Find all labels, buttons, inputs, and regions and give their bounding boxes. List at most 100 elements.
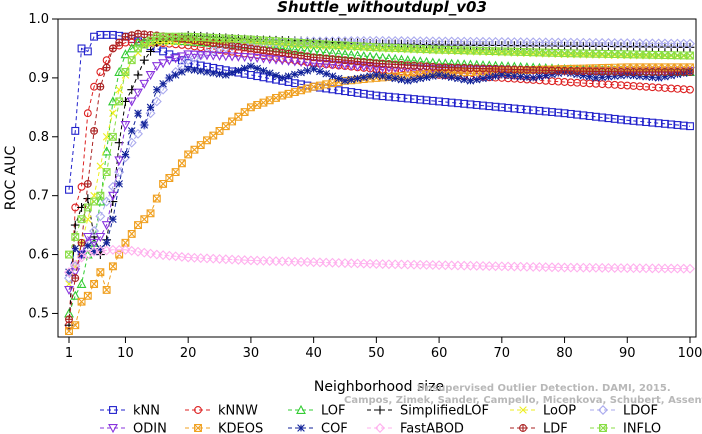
legend-marker bbox=[375, 405, 385, 415]
data-point bbox=[284, 89, 293, 98]
legend-marker bbox=[296, 404, 306, 414]
data-point bbox=[478, 261, 488, 271]
data-point bbox=[215, 70, 224, 78]
legend-marker bbox=[194, 406, 202, 414]
data-point bbox=[184, 150, 193, 159]
data-point bbox=[278, 91, 287, 100]
data-point bbox=[454, 74, 462, 83]
data-point bbox=[228, 68, 236, 77]
data-point bbox=[90, 247, 98, 256]
data-point bbox=[258, 54, 269, 64]
data-point bbox=[686, 85, 694, 94]
data-point bbox=[176, 52, 187, 62]
data-point bbox=[234, 112, 243, 121]
data-point bbox=[158, 59, 169, 69]
data-point bbox=[247, 62, 255, 70]
series-inflo bbox=[65, 32, 694, 259]
data-point bbox=[96, 162, 105, 171]
y-tick-label: 1.0 bbox=[28, 12, 49, 27]
data-point bbox=[70, 261, 81, 272]
data-point bbox=[190, 66, 199, 74]
data-point bbox=[83, 109, 92, 118]
data-point bbox=[65, 185, 73, 194]
data-point bbox=[360, 73, 368, 82]
data-point bbox=[89, 226, 100, 236]
data-point bbox=[435, 71, 443, 79]
data-point bbox=[121, 68, 130, 76]
data-point bbox=[447, 73, 456, 82]
data-point bbox=[101, 221, 112, 231]
y-tick-label: 0.9 bbox=[28, 71, 49, 86]
data-point bbox=[84, 241, 92, 250]
plot-frame bbox=[57, 18, 697, 338]
data-point bbox=[460, 75, 468, 84]
legend-marker bbox=[519, 424, 527, 432]
watermark-line-2: Campos, Zimek, Sander, Campello, Micenko… bbox=[344, 395, 702, 406]
data-point bbox=[321, 257, 332, 268]
data-point bbox=[686, 122, 694, 131]
data-point bbox=[83, 47, 92, 56]
data-point bbox=[636, 72, 644, 80]
data-point bbox=[134, 109, 142, 118]
data-point bbox=[529, 74, 537, 82]
data-point bbox=[259, 98, 268, 107]
data-point bbox=[71, 244, 80, 253]
data-point bbox=[146, 46, 155, 56]
data-point bbox=[303, 84, 312, 93]
data-point bbox=[378, 72, 387, 80]
data-point bbox=[303, 67, 312, 75]
data-point bbox=[178, 68, 186, 76]
data-point bbox=[158, 250, 169, 261]
data-point bbox=[95, 232, 106, 243]
x-tick-label: 100 bbox=[678, 346, 702, 361]
data-point bbox=[71, 274, 80, 282]
data-point bbox=[83, 291, 92, 300]
data-point bbox=[109, 109, 117, 118]
data-point bbox=[114, 66, 125, 76]
data-point bbox=[189, 50, 200, 60]
data-point bbox=[208, 51, 219, 61]
data-point bbox=[604, 72, 613, 81]
data-point bbox=[290, 50, 299, 59]
data-point bbox=[177, 159, 186, 168]
data-point bbox=[196, 67, 205, 75]
data-point bbox=[108, 44, 117, 53]
legend-label: kNNW bbox=[218, 404, 258, 419]
data-point bbox=[102, 168, 111, 177]
data-point bbox=[220, 52, 231, 62]
data-point bbox=[642, 72, 650, 81]
data-point bbox=[139, 120, 150, 130]
series-fastabod bbox=[64, 244, 695, 278]
legend: kNN kNNW LOF SimplifiedLOF LoOP LDOF ODIN KDEOS… bbox=[100, 404, 661, 434]
data-point bbox=[297, 51, 306, 60]
data-point bbox=[421, 259, 432, 270]
data-point bbox=[521, 261, 532, 272]
legend-item-loop: LoOP bbox=[510, 404, 576, 419]
data-point bbox=[252, 53, 263, 64]
data-point bbox=[465, 260, 476, 271]
data-point bbox=[479, 74, 487, 83]
data-point bbox=[134, 44, 142, 53]
x-tick-label: 90 bbox=[619, 346, 636, 361]
data-point bbox=[65, 327, 73, 336]
data-point bbox=[159, 179, 168, 188]
data-point bbox=[102, 56, 111, 65]
data-point bbox=[396, 259, 407, 270]
data-point bbox=[209, 131, 218, 140]
data-point bbox=[685, 263, 695, 274]
legend-label: COF bbox=[321, 422, 348, 434]
data-point bbox=[82, 232, 93, 243]
data-point bbox=[515, 261, 526, 272]
data-point bbox=[484, 261, 495, 272]
legend-label: LoOP bbox=[543, 404, 576, 419]
data-point bbox=[252, 255, 263, 266]
data-point bbox=[259, 67, 268, 75]
data-point bbox=[90, 197, 99, 206]
data-point bbox=[102, 132, 111, 141]
data-point bbox=[372, 71, 381, 79]
data-point bbox=[146, 36, 155, 45]
data-point bbox=[133, 88, 143, 98]
data-point bbox=[151, 62, 162, 72]
data-point bbox=[579, 71, 588, 80]
data-point bbox=[196, 141, 205, 149]
